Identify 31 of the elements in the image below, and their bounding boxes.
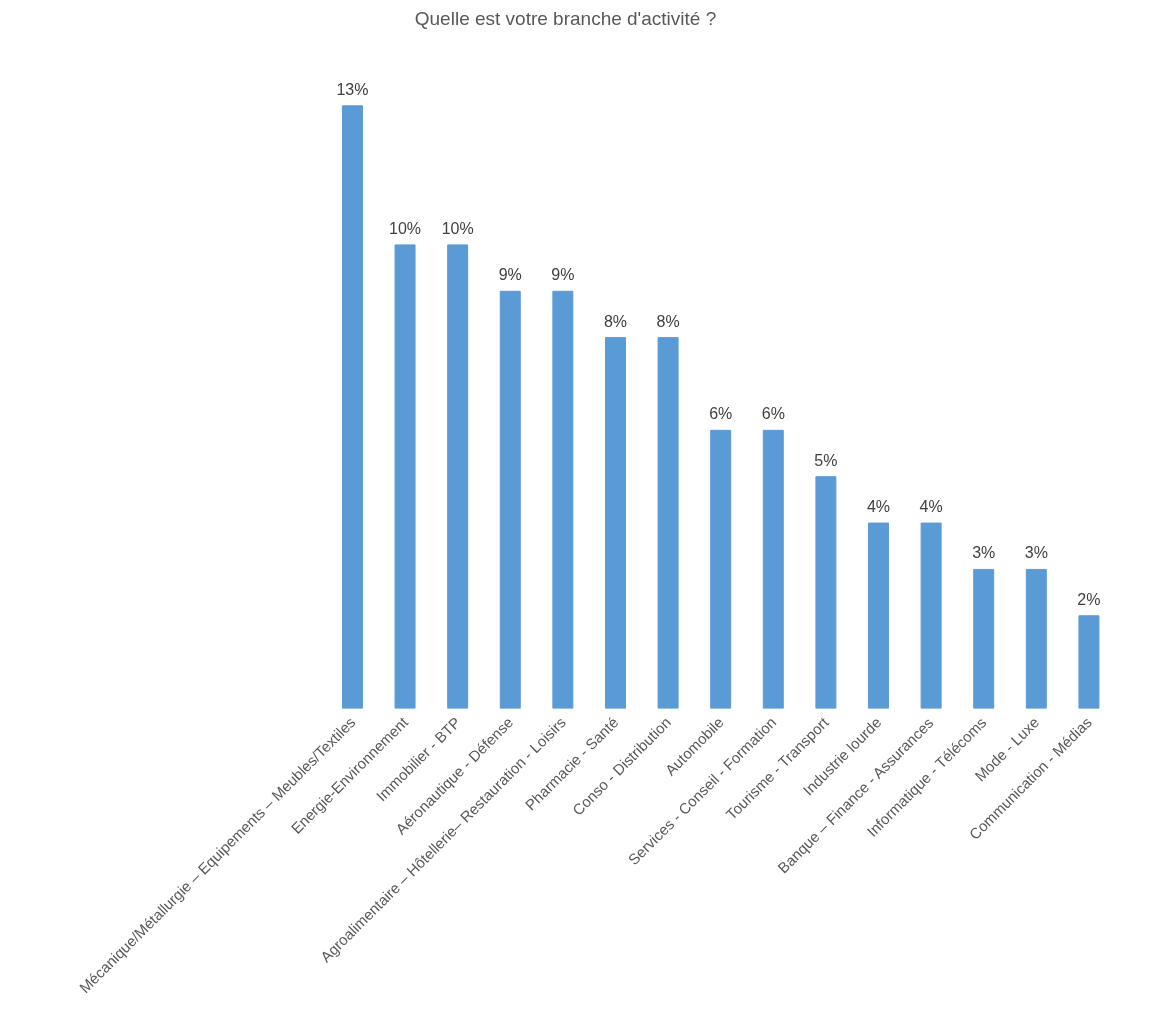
data-label: 2%	[1077, 590, 1101, 608]
data-label: 6%	[709, 405, 733, 423]
bar	[341, 105, 363, 709]
data-label: 9%	[551, 266, 575, 284]
bar	[499, 290, 521, 709]
bar	[447, 244, 469, 709]
data-label: 4%	[866, 498, 891, 516]
bar	[1078, 615, 1100, 709]
bar	[604, 337, 626, 709]
data-label: 4%	[919, 498, 943, 516]
bar	[868, 522, 889, 709]
data-label: 3%	[1024, 544, 1048, 562]
data-label: 8%	[603, 312, 628, 330]
bar	[762, 429, 784, 709]
data-label: 10%	[441, 219, 474, 237]
bar	[1025, 568, 1047, 709]
bar	[552, 290, 574, 709]
bar	[657, 337, 679, 709]
data-label: 8%	[656, 312, 680, 330]
data-label: 10%	[389, 219, 422, 237]
chart-title: Quelle est votre branche d'activité ?	[414, 7, 717, 29]
data-label: 9%	[498, 266, 522, 284]
data-label: 13%	[336, 80, 369, 98]
bar	[710, 429, 732, 709]
data-label: 6%	[761, 405, 785, 423]
data-label: 5%	[814, 451, 838, 469]
bar	[973, 568, 995, 709]
bar	[815, 476, 837, 709]
data-label: 3%	[972, 544, 996, 562]
bar	[394, 244, 416, 709]
bar	[920, 522, 942, 709]
